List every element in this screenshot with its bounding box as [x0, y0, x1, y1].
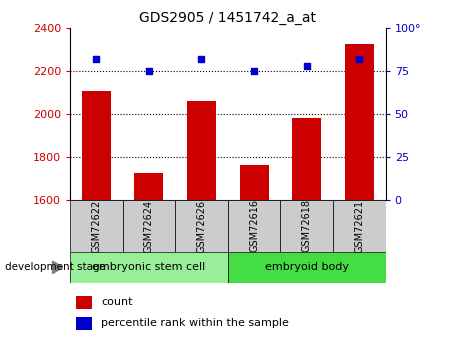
- Bar: [239, 165, 268, 200]
- Text: GSM72624: GSM72624: [144, 199, 154, 253]
- Bar: [70, 252, 228, 283]
- Title: GDS2905 / 1451742_a_at: GDS2905 / 1451742_a_at: [139, 11, 316, 25]
- Text: GSM72618: GSM72618: [302, 199, 312, 253]
- Bar: [76, 317, 92, 330]
- Text: development stage: development stage: [5, 263, 106, 272]
- Text: GSM72622: GSM72622: [91, 199, 101, 253]
- Bar: [134, 173, 163, 200]
- Bar: [345, 44, 374, 200]
- Point: [303, 63, 310, 68]
- Text: count: count: [101, 297, 133, 307]
- Text: GSM72626: GSM72626: [197, 199, 207, 253]
- Point: [92, 56, 100, 61]
- Point: [250, 68, 258, 73]
- Bar: [292, 118, 321, 200]
- Bar: [175, 200, 228, 252]
- Bar: [123, 200, 175, 252]
- Point: [198, 56, 205, 61]
- Point: [356, 56, 363, 61]
- Text: GSM72621: GSM72621: [354, 199, 364, 253]
- Text: embryonic stem cell: embryonic stem cell: [92, 263, 206, 272]
- Bar: [228, 200, 281, 252]
- Bar: [333, 200, 386, 252]
- Bar: [187, 101, 216, 200]
- Bar: [228, 252, 386, 283]
- Bar: [82, 91, 110, 200]
- Point: [145, 68, 152, 73]
- Text: GSM72616: GSM72616: [249, 199, 259, 253]
- Bar: [76, 296, 92, 309]
- Polygon shape: [53, 261, 63, 274]
- Bar: [70, 200, 123, 252]
- Text: embryoid body: embryoid body: [265, 263, 349, 272]
- Bar: [281, 200, 333, 252]
- Text: percentile rank within the sample: percentile rank within the sample: [101, 318, 290, 328]
